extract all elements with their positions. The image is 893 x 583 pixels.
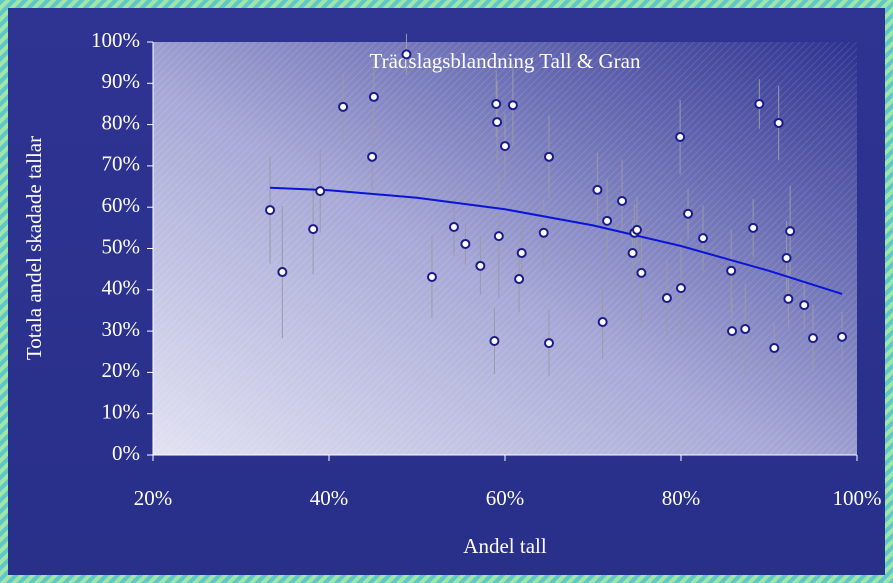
point	[754, 98, 765, 109]
point	[507, 100, 518, 111]
point	[683, 208, 694, 219]
x-tick-label: 60%	[486, 486, 525, 510]
point	[785, 226, 796, 237]
point	[675, 131, 686, 142]
point	[727, 326, 738, 337]
chart-title: Trädslagsblandning Tall & Gran	[370, 49, 641, 73]
point	[500, 141, 510, 152]
y-tick-label: 10%	[102, 400, 141, 424]
point	[627, 248, 638, 259]
point	[799, 300, 810, 311]
x-tick-label: 40%	[310, 486, 349, 510]
point	[516, 248, 527, 259]
point	[592, 184, 603, 195]
y-tick-label: 60%	[102, 193, 141, 217]
point	[837, 331, 848, 342]
point	[367, 151, 378, 162]
point	[460, 238, 471, 249]
point	[636, 267, 647, 278]
point	[489, 336, 500, 347]
point	[740, 324, 751, 335]
y-tick-label: 70%	[102, 152, 141, 176]
point	[544, 151, 554, 162]
point	[538, 227, 549, 238]
x-tick-label: 80%	[662, 486, 701, 510]
y-tick-label: 20%	[102, 358, 141, 382]
point	[676, 283, 686, 294]
point	[769, 343, 780, 354]
x-tick-label: 20%	[134, 486, 173, 510]
point	[315, 186, 326, 197]
point	[475, 260, 486, 271]
point	[748, 222, 759, 233]
trend-line	[269, 186, 843, 295]
point	[661, 293, 672, 304]
y-tick-label: 80%	[102, 110, 141, 134]
point	[808, 333, 818, 344]
point	[783, 293, 794, 304]
point	[602, 215, 613, 226]
point	[277, 267, 288, 278]
point	[632, 224, 642, 235]
y-tick-label: 30%	[102, 317, 141, 341]
y-tick-label: 40%	[102, 276, 141, 300]
point	[448, 222, 459, 233]
x-axis-label: Andel tall	[463, 534, 547, 558]
point	[781, 252, 792, 263]
point	[265, 205, 276, 216]
point	[308, 224, 319, 235]
plot-hatch	[153, 42, 857, 455]
point	[773, 117, 784, 128]
point	[726, 265, 737, 276]
point	[698, 233, 708, 244]
point	[597, 317, 608, 328]
x-tick-label: 100%	[833, 486, 882, 510]
point	[617, 196, 628, 207]
point	[338, 101, 349, 112]
point	[544, 338, 554, 349]
point	[491, 98, 502, 109]
y-tick-label: 50%	[102, 234, 141, 258]
point	[401, 49, 412, 60]
point	[368, 91, 379, 102]
point	[514, 274, 525, 285]
y-tick-label: 90%	[102, 69, 141, 93]
point	[493, 231, 504, 242]
y-tick-label: 100%	[91, 28, 140, 52]
point	[492, 117, 503, 128]
point	[426, 271, 437, 282]
y-tick-label: 0%	[112, 441, 140, 465]
y-axis-label: Totala andel skadade tallar	[22, 136, 46, 360]
